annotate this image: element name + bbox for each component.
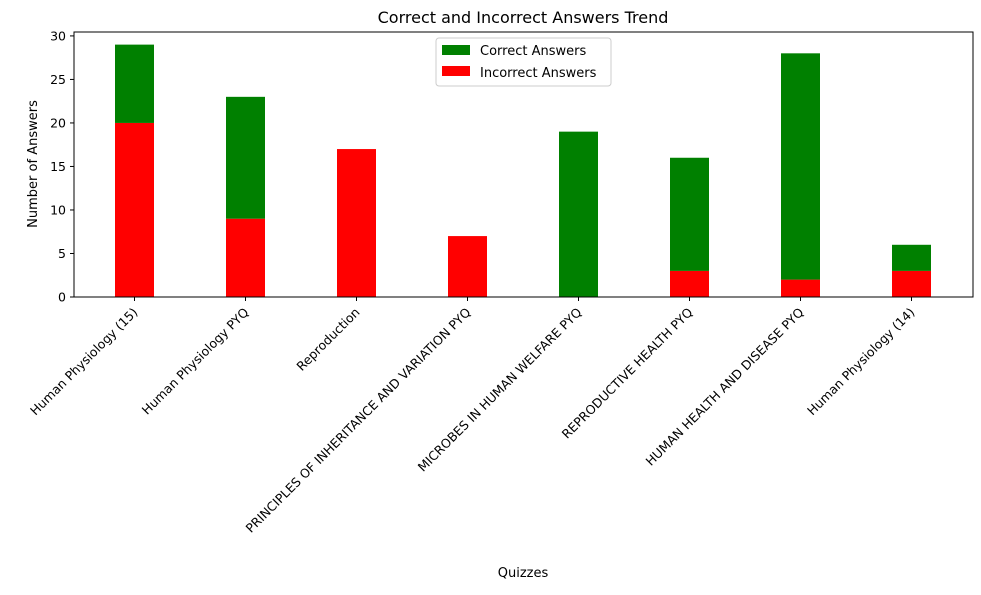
chart-title: Correct and Incorrect Answers Trend bbox=[378, 8, 669, 27]
bar-correct bbox=[892, 244, 931, 271]
bar-correct bbox=[115, 44, 154, 123]
y-tick-label: 20 bbox=[50, 115, 66, 130]
bar-incorrect bbox=[892, 270, 931, 297]
bar-correct bbox=[670, 157, 709, 271]
bar-incorrect bbox=[337, 149, 376, 297]
bar-incorrect bbox=[781, 279, 820, 297]
bars-layer bbox=[115, 44, 931, 297]
legend-label-correct: Correct Answers bbox=[480, 44, 586, 59]
legend: Correct Answers Incorrect Answers bbox=[435, 37, 612, 87]
bar-correct bbox=[226, 96, 265, 219]
legend-box bbox=[435, 37, 612, 87]
bar-incorrect bbox=[448, 236, 487, 297]
plot-frame bbox=[73, 31, 974, 298]
y-tick-label: 30 bbox=[50, 28, 66, 43]
y-tick-label: 15 bbox=[50, 159, 66, 174]
y-tick-label: 10 bbox=[50, 202, 66, 217]
legend-label-incorrect: Incorrect Answers bbox=[480, 66, 597, 81]
y-axis-label: Number of Answers bbox=[26, 100, 41, 228]
bar-correct bbox=[781, 53, 820, 280]
y-tick-label: 0 bbox=[58, 290, 66, 305]
bar-correct bbox=[559, 131, 598, 297]
bar-incorrect bbox=[226, 218, 265, 297]
y-tick-label: 5 bbox=[58, 246, 66, 261]
legend-swatch-incorrect bbox=[442, 66, 470, 76]
legend-swatch-correct bbox=[442, 45, 470, 55]
bar-incorrect bbox=[115, 122, 154, 297]
y-axis: 0 5 10 15 20 25 30 bbox=[50, 28, 74, 305]
x-axis-label: Quizzes bbox=[498, 566, 549, 581]
bar-incorrect bbox=[670, 270, 709, 297]
y-tick-label: 25 bbox=[50, 72, 66, 87]
